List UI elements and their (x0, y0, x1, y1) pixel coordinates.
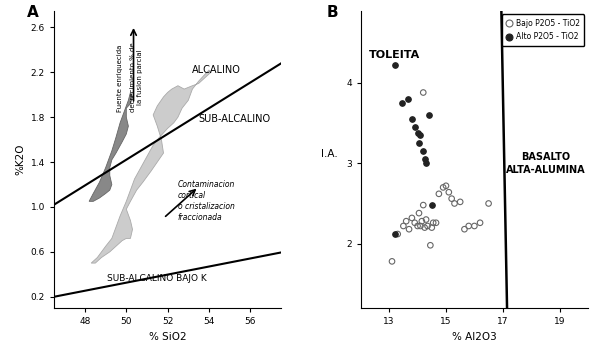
Point (407, 215, 416, 221)
Point (475, 220, 485, 225)
Point (416, 223, 425, 229)
Point (416, 132, 425, 138)
Point (410, 220, 419, 225)
Point (421, 160, 431, 166)
Point (444, 189, 454, 195)
Point (410, 124, 419, 130)
Point (390, 62, 400, 68)
Text: Contaminacion
cortical
o cristalizacion
fraccionada: Contaminacion cortical o cristalizacion … (178, 180, 235, 223)
Point (423, 223, 433, 229)
Point (413, 130, 422, 135)
Point (460, 226, 469, 232)
Text: SUB-ALCALINO: SUB-ALCALINO (199, 114, 271, 124)
Point (434, 191, 443, 197)
Text: ALCALINO: ALCALINO (193, 65, 241, 75)
Text: decrecimiento % de
la fusion parcial: decrecimiento % de la fusion parcial (130, 42, 143, 112)
Point (428, 220, 438, 225)
Text: SUB-ALCALINO BAJO K: SUB-ALCALINO BAJO K (107, 274, 207, 283)
Point (404, 226, 414, 232)
Point (427, 225, 437, 230)
Point (418, 202, 428, 208)
Text: TOLEITA: TOLEITA (369, 50, 421, 60)
Point (421, 217, 431, 222)
Point (390, 231, 400, 237)
Legend: Bajo P2O5 - TiO2, Alto P2O5 - TiO2: Bajo P2O5 - TiO2, Alto P2O5 - TiO2 (502, 14, 584, 46)
Point (450, 201, 460, 206)
Point (439, 184, 448, 190)
Point (470, 223, 479, 229)
Point (414, 140, 424, 146)
Point (387, 259, 397, 264)
Point (418, 90, 428, 95)
Point (417, 218, 427, 224)
Point (418, 148, 428, 154)
Point (393, 231, 403, 237)
Text: B: B (326, 5, 338, 20)
Point (420, 156, 430, 162)
Point (484, 201, 493, 206)
Y-axis label: %K2O: %K2O (15, 144, 25, 175)
Text: BASALTO
ALTA-ALUMINA: BASALTO ALTA-ALUMINA (506, 152, 585, 175)
Point (441, 183, 451, 189)
Point (413, 223, 422, 229)
Point (425, 243, 435, 248)
Point (464, 223, 473, 229)
Point (401, 218, 411, 224)
Polygon shape (91, 70, 211, 263)
Point (407, 116, 416, 122)
Point (424, 112, 434, 118)
Point (414, 210, 424, 216)
Point (398, 223, 408, 229)
Point (420, 225, 430, 230)
Point (431, 220, 441, 225)
X-axis label: % Al2O3: % Al2O3 (452, 331, 497, 342)
Text: A: A (27, 5, 38, 20)
Point (455, 199, 465, 205)
X-axis label: % SiO2: % SiO2 (149, 331, 187, 342)
Y-axis label: I.A.: I.A. (321, 149, 338, 159)
Text: Fuente enriquecida: Fuente enriquecida (117, 44, 123, 112)
Polygon shape (89, 92, 133, 201)
Point (403, 96, 412, 102)
Point (427, 202, 437, 208)
Point (397, 100, 407, 106)
Point (447, 196, 457, 202)
